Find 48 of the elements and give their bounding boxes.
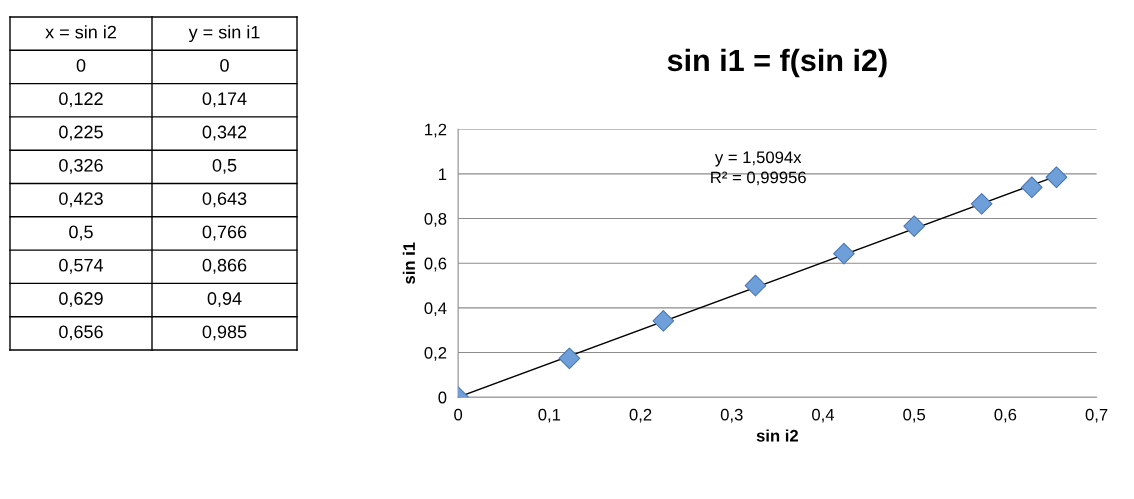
y-tick-label: 0 [438,391,447,404]
text: 0,574 [59,258,104,274]
text: 0,94 [207,292,242,308]
x-tick-label: 0,4 [812,408,835,423]
text: 0,766 [202,225,247,241]
text: 0,326 [59,158,103,174]
point [903,215,926,238]
point [744,274,767,297]
text: 0,122 [59,92,103,108]
chart-title: sin i1 = f(sin i2) [667,48,887,78]
text: 0 [76,59,86,72]
x-tick-label: 0,6 [994,408,1017,423]
point [1020,176,1043,199]
text: 0,985 [202,325,247,341]
y-tick-label: 1 [439,168,447,180]
x-tick-label: 0,5 [903,408,926,423]
x-tick-label: 0 [454,408,463,421]
text: 0,5 [69,225,93,241]
text: 0,866 [202,258,247,274]
point [652,309,675,332]
annotation: R² = 0,99956 [711,171,806,186]
text: 0,225 [59,125,103,141]
point [1045,166,1068,189]
annotation: y = 1,5094x [714,151,802,167]
text: 0,629 [59,292,103,308]
text: x = sin i2 [45,25,116,39]
y-tick-label: 0,4 [424,302,447,317]
y-tick-label: 0,2 [424,346,447,361]
text: 0,643 [202,192,247,208]
y-tick-label: 1,2 [425,123,447,138]
point [558,347,581,370]
text: 0,174 [202,92,247,108]
point [833,242,855,265]
x-tick-label: 0,7 [1085,408,1108,423]
point [970,192,993,215]
text: 0,5 [212,158,237,174]
text: 0,656 [59,325,103,341]
y-axis-title: sin i1 [402,242,416,284]
x-tick-label: 0,2 [629,408,652,423]
text: 0,423 [59,192,103,208]
text: 0,342 [202,125,247,141]
y-tick-label: 0,8 [424,212,447,227]
y-tick-label: 0,6 [424,257,447,272]
text: y = sin i1 [188,25,260,43]
text: 0 [220,59,229,72]
x-tick-label: 0,3 [720,408,743,423]
x-axis-title: sin i2 [756,429,798,442]
x-tick-label: 0,1 [538,408,561,423]
